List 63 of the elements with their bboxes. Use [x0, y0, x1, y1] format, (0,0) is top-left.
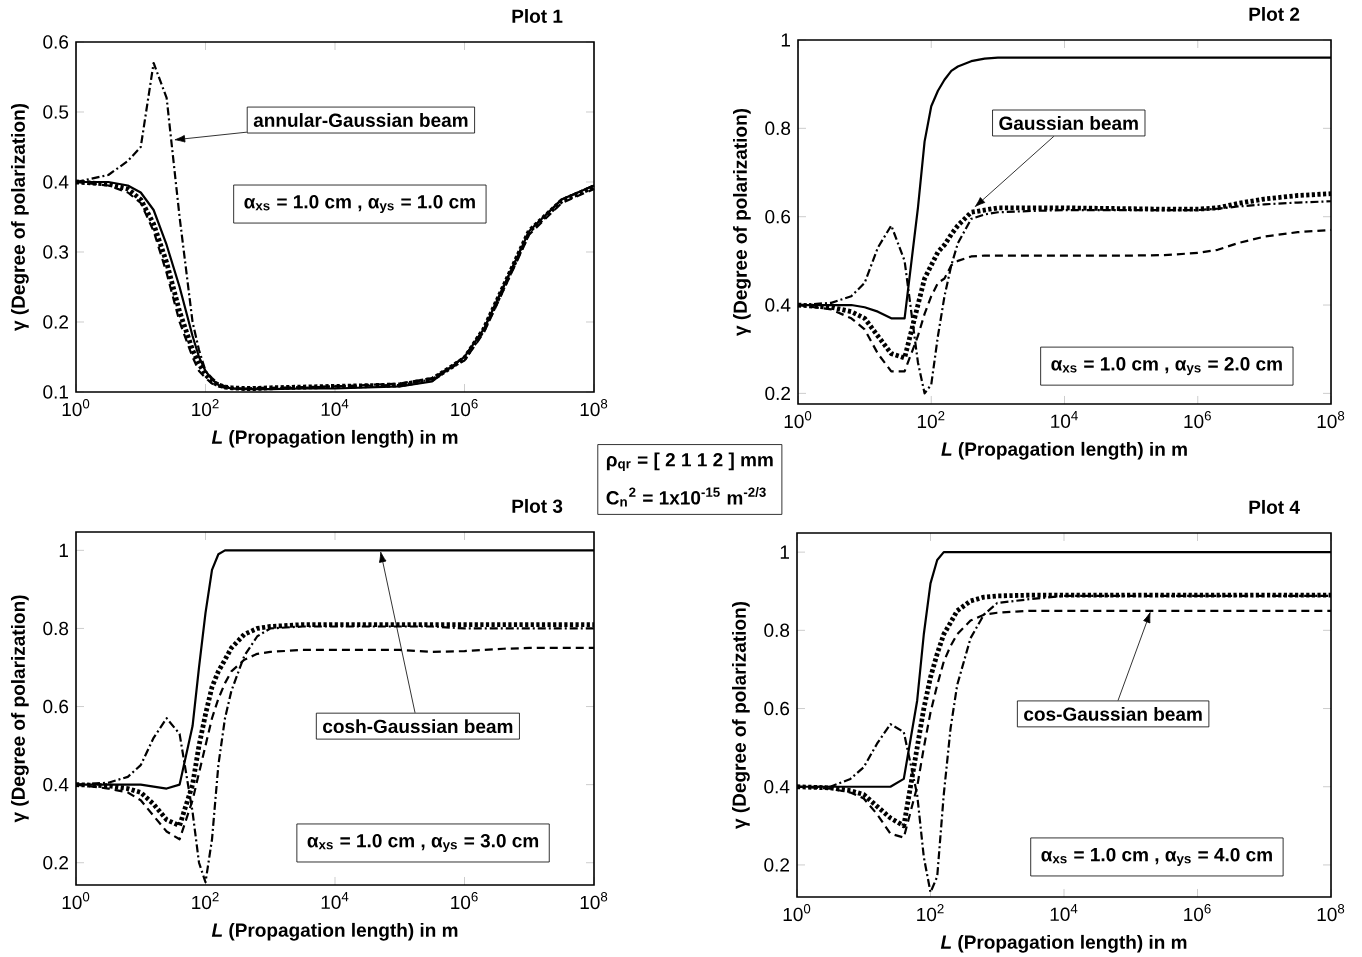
x-tick-label: 10$^{8}$ — [580, 399, 608, 417]
x-tick-label: 10$^{0}$ — [62, 892, 90, 910]
annotation: cos-Gaussian beam — [1024, 706, 1202, 721]
y-tick-label: 0.8 — [765, 121, 791, 136]
y-tick-label: 0.4 — [765, 298, 791, 312]
x-axis-title: L (Propagation length) in m — [211, 922, 458, 941]
x-tick-label: 10$^{6}$ — [451, 399, 478, 417]
x-tick-label: 10$^{2}$ — [917, 411, 945, 429]
y-axis-title: γ (Degree of polarization) — [733, 108, 751, 336]
y-axis-title: γ (Degree of polarization) — [732, 601, 750, 829]
chart-title: Plot 3 — [512, 498, 563, 513]
annotation: α$_{xs}$ = 1.0 cm , α$_{ys}$ = 4.0 cm — [1041, 847, 1272, 866]
y-tick-label: 0.6 — [43, 35, 69, 49]
x-tick-label: 10$^{0}$ — [783, 904, 811, 922]
x-axis-title: L (Propagation length) in m — [941, 441, 1187, 460]
y-tick-label: 1 — [780, 545, 789, 559]
y-tick-label: 0.2 — [43, 856, 68, 870]
chart-title: Plot 4 — [1249, 499, 1300, 514]
annotation: α$_{xs}$ = 1.0 cm , α$_{ys}$ = 3.0 cm — [307, 833, 539, 852]
x-tick-label: 10$^{4}$ — [321, 399, 349, 417]
y-tick-label: 0.6 — [43, 699, 69, 714]
x-tick-label: 10$^{2}$ — [192, 892, 219, 910]
x-tick-label: 10$^{6}$ — [1184, 904, 1211, 922]
text: ρ$_{qr}$ = [ 2 1 1 2 ] mm — [606, 452, 773, 472]
y-tick-label: 0.4 — [43, 175, 69, 189]
x-tick-label: 10$^{4}$ — [1051, 411, 1078, 429]
text: C$_{n}$$^{2}$ = 1x10$^{-15}$ m$^{-2/3}$ — [606, 487, 766, 507]
y-tick-label: 1 — [59, 543, 68, 557]
y-tick-label: 0.6 — [764, 701, 790, 716]
x-tick-label: 10$^{4}$ — [321, 892, 349, 910]
x-tick-label: 10$^{8}$ — [1317, 411, 1345, 429]
chart-title: Plot 1 — [512, 8, 563, 23]
x-tick-label: 10$^{0}$ — [784, 411, 812, 429]
y-tick-label: 1 — [781, 33, 790, 47]
annotation: annular-Gaussian beam — [253, 113, 468, 128]
annotation: Gaussian beam — [999, 116, 1138, 130]
y-tick-label: 0.2 — [764, 858, 789, 872]
y-tick-label: 0.4 — [43, 777, 69, 792]
x-axis-title: L (Propagation length) in m — [211, 429, 458, 448]
x-tick-label: 10$^{6}$ — [1184, 411, 1211, 429]
y-tick-label: 0.8 — [764, 623, 790, 638]
y-tick-label: 0.8 — [43, 621, 69, 636]
y-tick-label: 0.1 — [43, 385, 68, 399]
annotation: α$_{xs}$ = 1.0 cm , α$_{ys}$ = 2.0 cm — [1051, 357, 1282, 376]
y-tick-label: 0.6 — [765, 209, 791, 224]
x-tick-label: 10$^{2}$ — [192, 399, 219, 417]
x-tick-label: 10$^{8}$ — [580, 892, 608, 910]
x-tick-label: 10$^{0}$ — [62, 399, 90, 417]
x-tick-label: 10$^{6}$ — [451, 892, 478, 910]
x-tick-label: 10$^{2}$ — [917, 904, 944, 922]
y-tick-label: 0.4 — [764, 780, 790, 794]
x-tick-label: 10$^{4}$ — [1050, 904, 1078, 922]
y-tick-label: 0.2 — [43, 315, 68, 329]
y-tick-label: 0.3 — [43, 245, 69, 259]
y-axis-title: γ (Degree of polarization) — [11, 103, 29, 331]
chart-title: Plot 2 — [1249, 6, 1300, 21]
y-tick-label: 0.2 — [765, 386, 790, 401]
x-tick-label: 10$^{8}$ — [1317, 904, 1345, 922]
y-axis-title: γ (Degree of polarization) — [11, 595, 29, 823]
annotation: cosh-Gaussian beam — [323, 719, 513, 734]
annotation: α$_{xs}$ = 1.0 cm , α$_{ys}$ = 1.0 cm — [244, 195, 475, 214]
y-tick-label: 0.5 — [43, 105, 69, 119]
x-axis-title: L (Propagation length) in m — [940, 934, 1187, 953]
